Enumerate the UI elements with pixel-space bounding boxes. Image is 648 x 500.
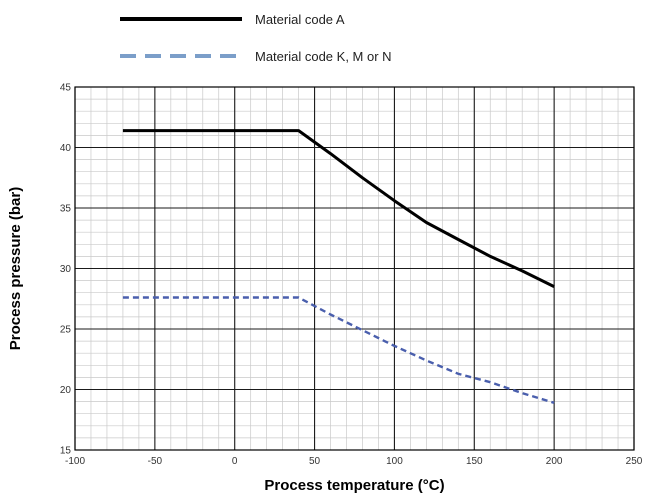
x-tick-label: -100 [65,456,85,467]
y-tick-label: 35 [60,204,72,215]
y-tick-label: 30 [60,264,72,275]
x-axis-title: Process temperature (°C) [264,477,444,494]
x-tick-label: 150 [466,456,483,467]
major-grid [74,86,635,451]
x-tick-label: -50 [148,456,163,467]
x-tick-label: 50 [309,456,321,467]
x-tick-labels: -100 -50 0 50 100 150 200 250 [65,456,643,467]
x-tick-label: 0 [232,456,238,467]
legend-label-material-kmn: Material code K, M or N [255,49,392,64]
plot-border [74,86,635,451]
y-tick-label: 15 [60,446,72,457]
y-tick-label: 40 [60,143,72,154]
x-tick-label: 250 [626,456,643,467]
legend: Material code A Material code K, M or N [120,12,392,64]
x-tick-label: 100 [386,456,403,467]
series-lines [122,129,555,404]
y-axis-title: Process pressure (bar) [7,187,24,350]
y-tick-label: 45 [60,83,72,94]
legend-label-material-a: Material code A [255,12,345,27]
x-tick-label: 200 [546,456,563,467]
series-line-material-kmn [122,296,555,404]
series-line-material-a [122,129,555,288]
y-tick-label: 20 [60,385,72,396]
y-tick-labels: 15 20 25 30 35 40 45 [60,83,72,457]
y-tick-label: 25 [60,325,72,336]
